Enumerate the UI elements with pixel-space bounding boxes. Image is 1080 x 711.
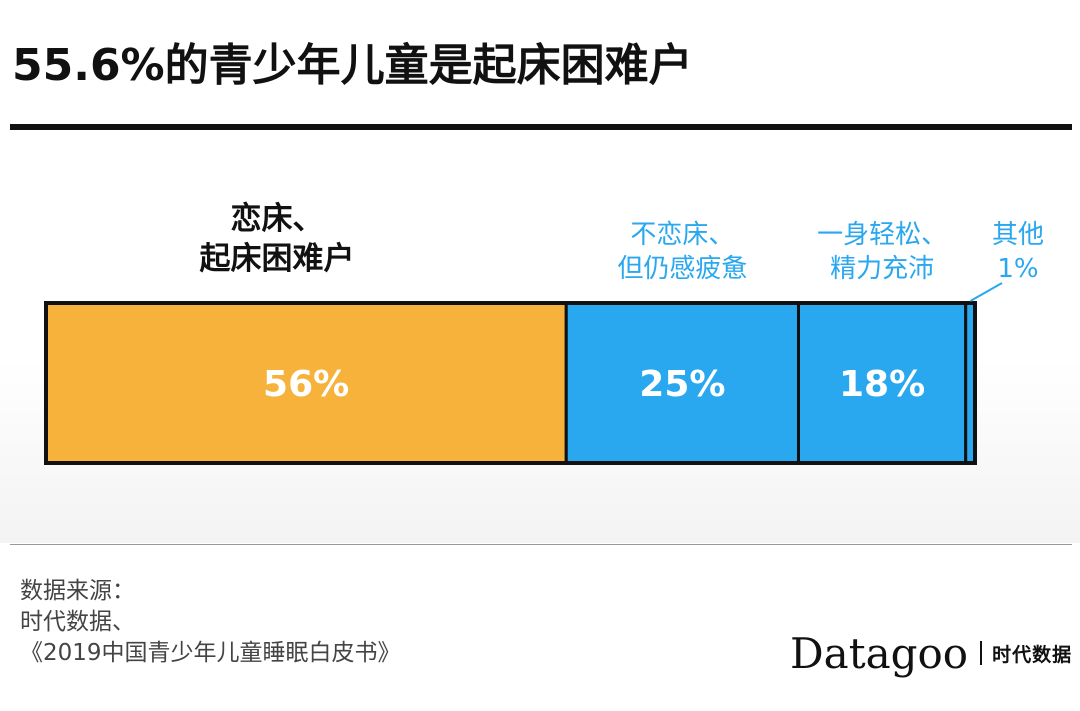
- bar-segment-1: [44, 301, 568, 465]
- category-label-2-line-2: 但仍感疲惫: [617, 254, 747, 284]
- category-label-1-line-1: 恋床、: [231, 201, 324, 237]
- brand-chinese-name: 时代数据: [992, 643, 1073, 666]
- footer-divider: [10, 544, 1072, 545]
- title-divider: [10, 124, 1072, 130]
- category-label-4-line-1: 其他: [992, 220, 1044, 250]
- bar-segment-3: [796, 301, 968, 465]
- data-source: 数据来源： 时代数据、 《2019中国青少年儿童睡眠白皮书》: [20, 576, 401, 669]
- value-label-3: 18%: [839, 364, 925, 405]
- category-label-4-line-2: 1%: [997, 254, 1038, 284]
- brand-name: Datagoo: [790, 628, 969, 678]
- other-leader-line: [969, 282, 1003, 302]
- value-label-2: 25%: [639, 364, 725, 405]
- stacked-bar-chart: 56% 25% 18% 恋床、起床困难户 不恋床、但仍感疲惫 一身轻松、精力充沛 其他 1%: [44, 201, 1044, 465]
- source-line-2: 时代数据、: [20, 609, 135, 635]
- brand-logo: Datagoo 时代数据: [790, 626, 1072, 680]
- category-label-3-line-2: 精力充沛: [830, 254, 934, 284]
- chart-title: 55.6%的青少年儿童是起床困难户: [12, 40, 693, 91]
- brand-separator: [980, 641, 983, 665]
- category-label-1-line-2: 起床困难户: [200, 241, 355, 277]
- category-label-3-line-1: 一身轻松、: [817, 220, 947, 250]
- value-label-1: 56%: [263, 364, 349, 405]
- source-line-3: 《2019中国青少年儿童睡眠白皮书》: [20, 640, 401, 666]
- bar-border: [44, 301, 977, 465]
- source-line-1: 数据来源：: [20, 578, 135, 604]
- category-label-2-line-1: 不恋床、: [630, 220, 734, 250]
